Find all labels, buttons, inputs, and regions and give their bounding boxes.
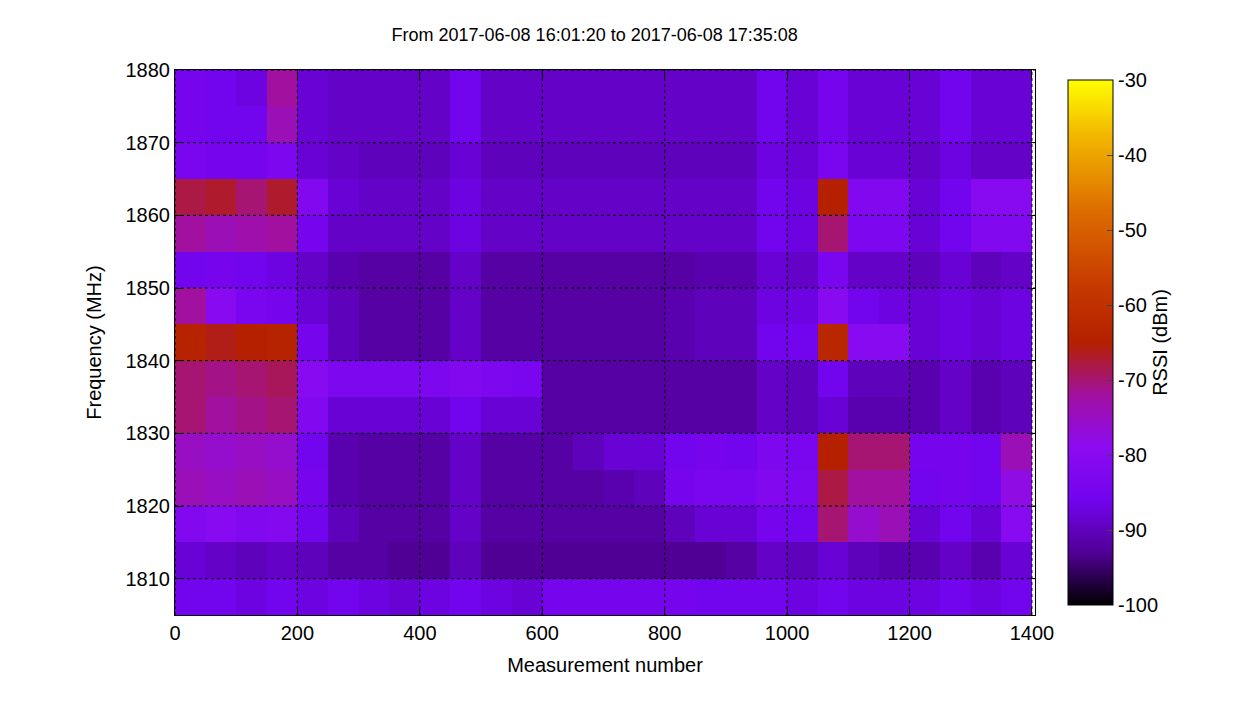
svg-text:1400: 1400: [1010, 622, 1055, 644]
svg-text:200: 200: [281, 622, 314, 644]
svg-text:1840: 1840: [126, 350, 171, 372]
svg-text:-90: -90: [1118, 519, 1147, 541]
svg-text:1810: 1810: [126, 568, 171, 590]
svg-text:Measurement number: Measurement number: [507, 654, 703, 676]
svg-text:600: 600: [526, 622, 559, 644]
svg-text:1830: 1830: [126, 422, 171, 444]
svg-text:Frequency (MHz): Frequency (MHz): [83, 265, 105, 419]
svg-text:0: 0: [169, 622, 180, 644]
svg-text:-100: -100: [1118, 594, 1158, 616]
svg-text:-30: -30: [1118, 69, 1147, 91]
svg-text:1820: 1820: [126, 495, 171, 517]
svg-text:1880: 1880: [126, 59, 171, 81]
svg-text:-80: -80: [1118, 444, 1147, 466]
svg-text:-40: -40: [1118, 144, 1147, 166]
svg-text:1200: 1200: [887, 622, 932, 644]
svg-text:800: 800: [648, 622, 681, 644]
svg-text:1850: 1850: [126, 277, 171, 299]
svg-text:-60: -60: [1118, 294, 1147, 316]
svg-text:-70: -70: [1118, 369, 1147, 391]
svg-text:From 2017-06-08 16:01:20 to 20: From 2017-06-08 16:01:20 to 2017-06-08 1…: [392, 25, 798, 45]
svg-text:1000: 1000: [765, 622, 810, 644]
svg-text:RSSI (dBm): RSSI (dBm): [1149, 289, 1171, 396]
svg-text:-50: -50: [1118, 219, 1147, 241]
svg-text:1870: 1870: [126, 132, 171, 154]
svg-text:1860: 1860: [126, 204, 171, 226]
svg-text:400: 400: [403, 622, 436, 644]
